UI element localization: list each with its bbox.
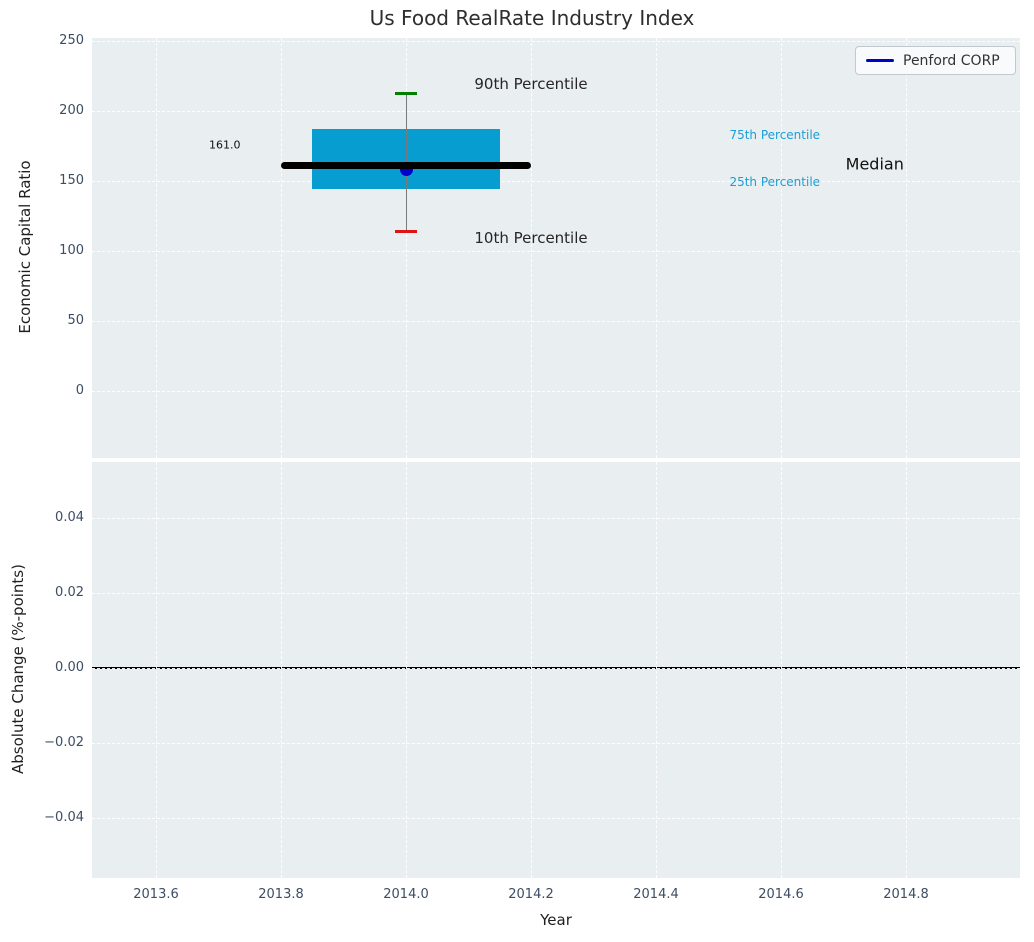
x-axis-label: Year [540,911,572,929]
gridline [92,518,1020,519]
plot-area-bottom [92,462,1020,878]
legend-line-icon [866,59,894,62]
gridline [92,321,1020,322]
gridline [156,38,157,458]
legend[interactable]: Penford CORP [855,46,1016,75]
annotation: 161.0 [209,138,241,152]
y-tick-label: 50 [67,313,84,328]
y-tick-label: 150 [59,173,84,188]
plot-area-top: 90th Percentile 10th Percentile 75th Perce… [92,38,1020,458]
y-tick-label: 0 [75,383,84,398]
gridline [281,38,282,458]
y-tick-label: 0.00 [55,660,84,675]
gridline [92,668,1020,669]
whisker-cap-90th [395,91,417,95]
gridline [92,743,1020,744]
gridline [281,462,282,878]
gridline [92,818,1020,819]
gridline [92,251,1020,252]
y-tick-label: −0.02 [44,735,84,750]
gridline [906,38,907,458]
legend-label: Penford CORP [903,52,1000,69]
gridline [156,462,157,878]
x-tick-label: 2014.2 [508,887,554,902]
y-axis-label-bottom: Absolute Change (%-points) [9,564,27,774]
x-tick-label: 2013.6 [133,887,179,902]
y-tick-label: 0.02 [55,585,84,600]
y-tick-label: −0.04 [44,810,84,825]
chart-title: Us Food RealRate Industry Index [369,6,695,30]
annotation: 90th Percentile [474,75,588,94]
gridline [656,38,657,458]
gridline [92,181,1020,182]
y-axis-label-top: Economic Capital Ratio [16,160,34,334]
x-tick-label: 2014.6 [758,887,804,902]
y-tick-label: 250 [59,33,84,48]
gridline [656,462,657,878]
x-tick-label: 2014.8 [883,887,929,902]
gridline [92,41,1020,42]
gridline [531,38,532,458]
x-tick-label: 2014.0 [383,887,429,902]
y-tick-label: 0.04 [55,510,84,525]
x-tick-label: 2013.8 [258,887,304,902]
y-tick-label: 200 [59,103,84,118]
gridline [92,593,1020,594]
x-tick-label: 2014.4 [633,887,679,902]
gridline [92,111,1020,112]
annotation: Median [845,154,904,174]
gridline [906,462,907,878]
gridline [406,462,407,878]
annotation: 10th Percentile [474,229,588,248]
gridline [531,462,532,878]
annotation: 25th Percentile [729,175,821,190]
gridline [781,462,782,878]
whisker-cap-10th [395,230,417,234]
median-line [281,162,531,170]
gridline [406,38,407,458]
y-tick-label: 100 [59,243,84,258]
gridline [92,391,1020,392]
gridline [781,38,782,458]
annotation: 75th Percentile [729,127,821,142]
